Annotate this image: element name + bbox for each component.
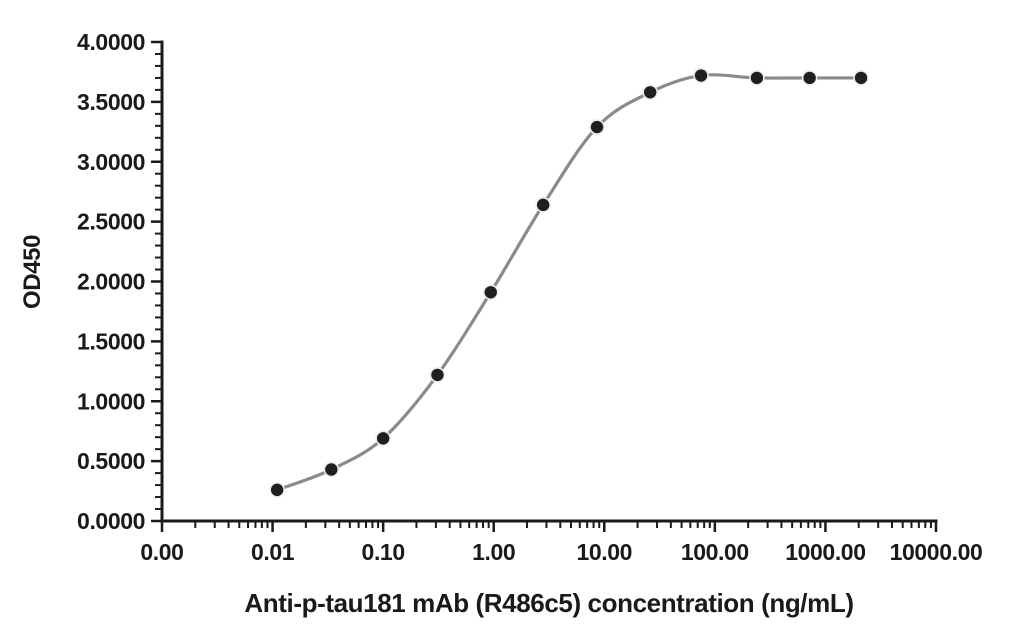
x-axis-title: Anti-p-tau181 mAb (R486c5) concentration… bbox=[244, 588, 854, 618]
x-tick-label: 0.01 bbox=[251, 539, 295, 565]
data-point-marker bbox=[429, 367, 446, 383]
data-point-marker bbox=[323, 461, 340, 478]
data-point-marker bbox=[853, 70, 869, 86]
x-tick-label: 1000.00 bbox=[785, 539, 865, 565]
y-tick-label: 3.0000 bbox=[77, 149, 145, 175]
x-tick-label: 10.00 bbox=[577, 539, 633, 565]
y-tick-label: 2.5000 bbox=[77, 209, 145, 235]
data-point-marker bbox=[749, 70, 765, 86]
series-curve bbox=[275, 73, 863, 492]
data-point-marker bbox=[589, 119, 605, 135]
data-point-marker bbox=[269, 482, 285, 498]
axis-lines bbox=[160, 40, 938, 523]
data-point-marker bbox=[801, 70, 818, 86]
y-tick-label: 1.0000 bbox=[77, 388, 145, 414]
data-point-marker bbox=[482, 284, 499, 301]
x-tick-label: 1.00 bbox=[472, 539, 515, 565]
y-tick-label: 3.5000 bbox=[77, 89, 145, 115]
data-point-marker bbox=[375, 430, 391, 447]
y-tick-label: 0.0000 bbox=[77, 508, 145, 534]
x-tick-label: 100.00 bbox=[681, 539, 749, 565]
x-tick-label: 0.00 bbox=[140, 539, 183, 565]
y-tick-label: 1.5000 bbox=[77, 328, 145, 354]
y-tick-label: 2.0000 bbox=[77, 269, 145, 295]
y-tick-label: 4.0000 bbox=[77, 29, 145, 55]
data-point-marker bbox=[693, 67, 709, 84]
data-point-marker bbox=[535, 197, 551, 213]
x-tick-label: 0.10 bbox=[362, 539, 405, 565]
y-axis-title: OD450 bbox=[19, 234, 46, 310]
x-tick-label: 10000.00 bbox=[890, 539, 983, 565]
y-tick-label: 0.5000 bbox=[77, 448, 145, 474]
data-point-marker bbox=[642, 84, 658, 101]
